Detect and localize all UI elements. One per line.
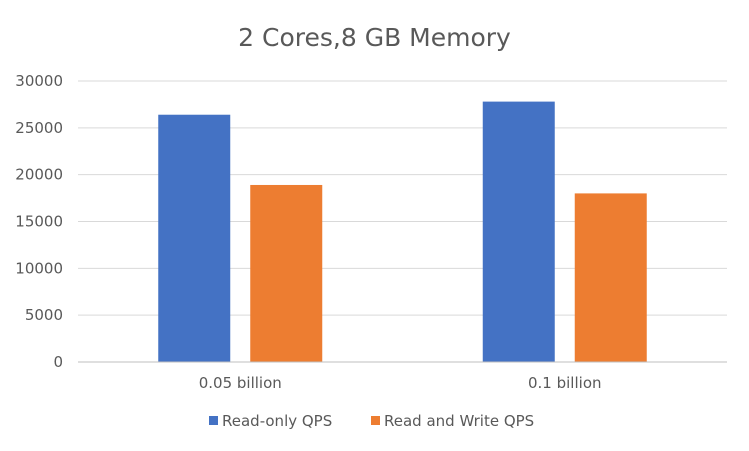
bar-read-only-0: [158, 114, 231, 362]
y-tick-label: 15000: [15, 213, 63, 231]
y-tick-label: 30000: [15, 72, 63, 90]
legend: Read-only QPS Read and Write QPS: [209, 412, 534, 430]
y-tick-label: 25000: [15, 119, 63, 137]
y-axis-ticks: 0 5000 10000 15000 20000 25000 30000: [15, 72, 63, 371]
y-tick-label: 10000: [15, 259, 63, 277]
bar-read-only-1: [482, 101, 555, 363]
y-tick-label: 0: [53, 353, 63, 371]
y-tick-label: 5000: [25, 306, 63, 324]
legend-label: Read and Write QPS: [384, 412, 534, 430]
legend-swatch: [371, 416, 380, 425]
legend-label: Read-only QPS: [222, 412, 332, 430]
legend-swatch: [209, 416, 218, 425]
x-axis: 0.05 billion 0.1 billion: [78, 361, 727, 392]
x-category-label: 0.1 billion: [528, 374, 602, 392]
bar-read-write-0: [250, 184, 323, 362]
bar-read-write-1: [574, 193, 647, 362]
chart-title: 2 Cores,8 GB Memory: [238, 23, 511, 52]
bars: [158, 101, 647, 363]
y-tick-label: 20000: [15, 166, 63, 184]
x-category-label: 0.05 billion: [199, 374, 282, 392]
